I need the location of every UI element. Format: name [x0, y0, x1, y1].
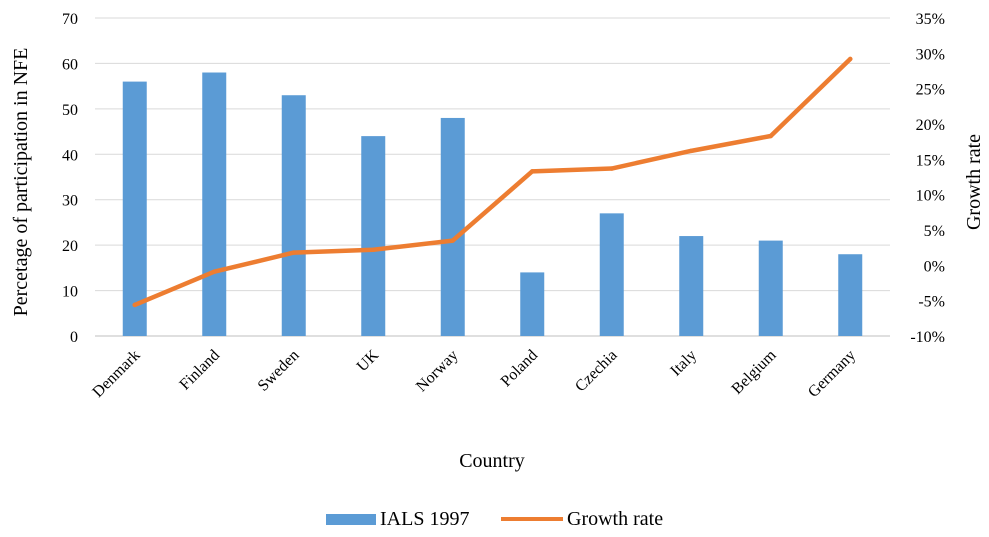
x-tick-label: Czechia	[572, 347, 620, 395]
y-tick-label: 10	[62, 284, 78, 301]
y2-axis-title: Growth rate	[963, 134, 985, 230]
x-tick-label: UK	[354, 346, 383, 375]
y-tick-label: 20	[62, 238, 78, 255]
y-axis-title: Percetage of participation in NFE	[10, 48, 32, 317]
bar	[758, 240, 783, 336]
combo-chart: 0 10 20 30 40 50 60 70 -10% -5% 0% 5% 10% 15% 20% 25% 3…	[10, 11, 985, 472]
y2-tick-label: 5%	[924, 223, 945, 240]
x-tick-label: Finland	[176, 347, 223, 394]
x-tick-label: Germany	[805, 347, 859, 401]
y2-tick-label: 15%	[916, 152, 945, 169]
y-tick-label: 40	[62, 147, 78, 164]
line-point	[530, 169, 535, 174]
y-tick-label: 30	[62, 193, 78, 210]
y2-tick-label: 0%	[924, 258, 945, 275]
bar	[679, 236, 704, 336]
line-point	[132, 302, 137, 308]
x-tick-label: Poland	[498, 347, 541, 390]
line-series	[132, 56, 853, 308]
line-point	[768, 133, 773, 139]
line-point	[371, 247, 376, 252]
y-axis-left: 0 10 20 30 40 50 60 70	[62, 11, 78, 346]
bar	[440, 117, 465, 336]
line-point	[848, 56, 853, 62]
y2-tick-label: 35%	[916, 11, 945, 28]
line-point	[689, 148, 694, 154]
legend-swatch-line	[501, 517, 563, 521]
line-point	[291, 250, 296, 255]
y2-tick-label: -5%	[918, 294, 945, 311]
y-tick-label: 50	[62, 102, 78, 119]
y-tick-label: 0	[70, 329, 78, 346]
bar	[838, 254, 863, 336]
y2-tick-label: 20%	[916, 117, 945, 134]
legend-swatch-bar	[326, 513, 376, 525]
line-point	[450, 238, 455, 243]
x-tick-label: Norway	[413, 347, 461, 395]
gridlines	[95, 17, 890, 337]
growth-rate-line	[132, 56, 853, 308]
x-tick-label: Belgium	[729, 346, 780, 397]
line-point	[609, 166, 614, 171]
y-tick-label: 70	[62, 11, 78, 28]
bar	[122, 81, 147, 336]
bar-series	[122, 72, 863, 336]
legend-label: Growth rate	[567, 507, 664, 530]
x-tick-label: Sweden	[255, 347, 303, 395]
bar	[520, 272, 545, 336]
y2-tick-label: 25%	[916, 82, 945, 99]
legend-label: IALS 1997	[380, 507, 470, 530]
x-axis: Denmark Finland Sweden UK Norway Poland Czechi…	[89, 346, 859, 401]
y2-tick-label: 30%	[916, 46, 945, 63]
legend-item-bars: IALS 1997	[326, 506, 469, 532]
y2-tick-label: -10%	[910, 329, 945, 346]
legend-item-line: Growth rate	[501, 506, 663, 532]
y2-tick-label: 10%	[916, 188, 945, 205]
y-axis-right: -10% -5% 0% 5% 10% 15% 20% 25% 30% 35%	[910, 11, 945, 346]
legend: IALS 1997 Growth rate	[0, 506, 989, 532]
bar	[202, 72, 227, 336]
y-tick-label: 60	[62, 56, 78, 73]
bar	[361, 136, 386, 336]
x-axis-title: Country	[459, 450, 525, 472]
x-tick-label: Denmark	[89, 347, 143, 401]
x-tick-label: Italy	[667, 347, 700, 380]
bar	[599, 213, 624, 336]
bar	[281, 95, 306, 336]
line-point	[212, 269, 217, 274]
